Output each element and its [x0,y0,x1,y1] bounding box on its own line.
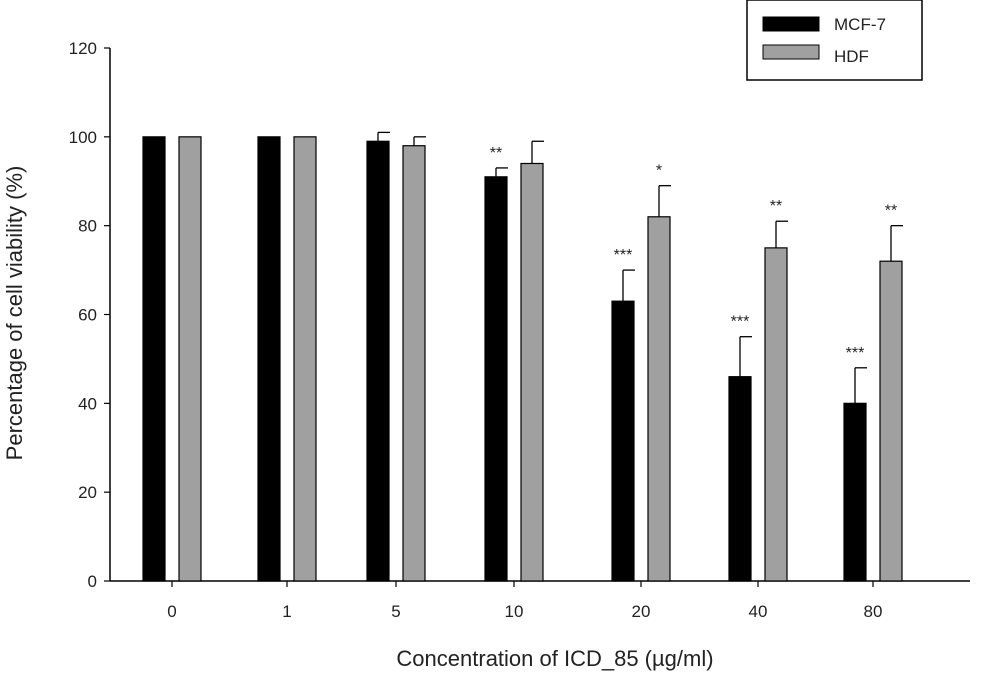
y-tick-label: 0 [88,572,97,591]
x-tick-label: 1 [282,602,291,621]
y-tick-label: 100 [69,128,97,147]
bar-hdf-10 [520,162,544,582]
bar-mcf7-80 [843,402,867,582]
y-ticks: 0 20 40 60 80 100 120 [69,39,110,591]
legend-swatch-mcf7 [762,16,820,32]
x-ticks: 0 1 5 10 20 40 80 [167,581,882,621]
y-axis-title: Percentage of cell viability (%) [2,166,27,461]
bar-hdf-80 [879,260,903,582]
bars [142,136,903,582]
significance-annotations: **************** [490,145,897,362]
bar-hdf-1 [293,136,317,582]
y-tick-label: 80 [78,217,97,236]
legend: MCF-7 HDF [746,0,923,81]
x-tick-label: 5 [391,602,400,621]
bar-mcf7-10 [484,176,508,582]
y-tick-label: 120 [69,39,97,58]
legend-label-mcf7: MCF-7 [834,15,886,34]
bar-hdf-5 [402,145,426,582]
significance-label: ** [490,145,502,162]
significance-label: * [656,163,662,180]
significance-label: ** [770,198,782,215]
y-tick-label: 20 [78,483,97,502]
significance-label: *** [846,345,865,362]
bar-mcf7-0 [142,136,166,582]
legend-swatch-hdf [762,44,820,60]
x-tick-label: 20 [632,602,651,621]
significance-label: ** [885,203,897,220]
bar-hdf-20 [647,216,671,582]
significance-label: *** [614,247,633,264]
error-bars [377,131,903,404]
legend-label-hdf: HDF [834,47,869,66]
x-tick-label: 10 [505,602,524,621]
x-tick-label: 40 [749,602,768,621]
bar-hdf-0 [178,136,202,582]
legend-box [746,0,923,81]
bar-mcf7-40 [728,376,752,582]
x-tick-label: 0 [167,602,176,621]
bar-mcf7-20 [611,300,635,582]
y-tick-label: 40 [78,394,97,413]
y-tick-label: 60 [78,306,97,325]
x-tick-label: 80 [864,602,883,621]
significance-label: *** [731,314,750,331]
bar-mcf7-1 [257,136,281,582]
bar-hdf-40 [764,247,788,582]
x-axis-title: Concentration of ICD_85 (µg/ml) [396,646,713,671]
bar-mcf7-5 [366,140,390,582]
